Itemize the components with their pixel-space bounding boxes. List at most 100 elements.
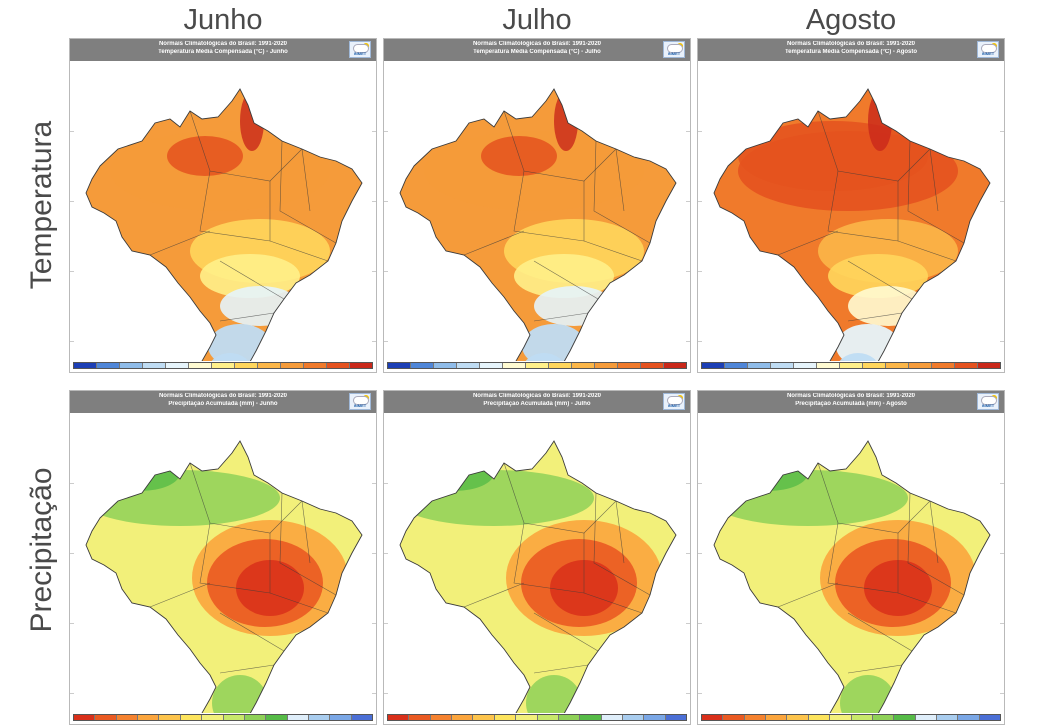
panel-header: Normais Climatológicas do Brasil: 1991-2… xyxy=(384,39,690,61)
colorbar-swatch xyxy=(817,363,840,368)
colorbar-swatch xyxy=(955,363,978,368)
colorbar-swatch xyxy=(388,715,410,720)
colorbar-swatch xyxy=(915,715,937,720)
colorbar-swatch xyxy=(189,363,212,368)
colorbar-swatch xyxy=(894,715,916,720)
colorbar-swatch xyxy=(572,363,595,368)
temperature-map-panel-junho: Normais Climatológicas do Brasil: 1991-2… xyxy=(69,38,377,373)
colorbar-swatch xyxy=(116,715,139,720)
colorbar-swatch xyxy=(235,363,258,368)
country-outline xyxy=(85,88,363,361)
colorbar-swatch xyxy=(537,715,559,720)
panel-subtitle: Precipitação Acumulada (mm) - Julho xyxy=(483,400,591,407)
colorbar-swatch xyxy=(794,363,817,368)
colorbar-swatch xyxy=(202,715,224,720)
column-title-julho: Julho xyxy=(502,4,572,36)
inmet-logo-icon: INMET xyxy=(349,393,371,410)
country-outline xyxy=(399,440,677,713)
colorbar-swatch xyxy=(723,715,745,720)
colorbar-swatch xyxy=(327,363,350,368)
brazil-map xyxy=(384,88,690,361)
colorbar-swatch xyxy=(744,715,767,720)
panel-subtitle: Temperatura Média Compensada (°C) - Junh… xyxy=(158,48,288,55)
colorbar-swatch xyxy=(138,715,160,720)
inmet-logo-icon: INMET xyxy=(663,41,685,58)
inmet-logo-icon: INMET xyxy=(977,41,999,58)
colorbar-swatch xyxy=(702,363,725,368)
colorbar-swatch xyxy=(95,715,117,720)
panel-title: Normais Climatológicas do Brasil: 1991-2… xyxy=(786,41,916,47)
colorbar-swatch xyxy=(664,363,686,368)
row-title-precipitacao: Precipitação xyxy=(25,467,58,633)
colorbar-swatch xyxy=(665,715,687,720)
colorbar-swatch xyxy=(641,363,664,368)
colorbar-swatch xyxy=(97,363,120,368)
colorbar-swatch xyxy=(863,363,886,368)
colorbar-swatch xyxy=(549,363,572,368)
colorbar-swatch xyxy=(526,363,549,368)
colorbar-swatch xyxy=(979,715,1001,720)
colorbar-swatch xyxy=(411,363,434,368)
colorbar-swatch xyxy=(808,715,831,720)
colorbar-swatch xyxy=(601,715,623,720)
temperature-map-panel-agosto: Normais Climatológicas do Brasil: 1991-2… xyxy=(697,38,1005,373)
colorbar-swatch xyxy=(771,363,794,368)
brazil-map xyxy=(70,88,376,361)
panel-header: Normais Climatológicas do Brasil: 1991-2… xyxy=(698,39,1004,61)
temperature-colorbar xyxy=(701,362,1001,369)
logo-text: INMET xyxy=(667,52,681,56)
colorbar-swatch xyxy=(618,363,641,368)
colorbar-swatch xyxy=(851,715,873,720)
logo-text: INMET xyxy=(667,404,681,408)
logo-text: INMET xyxy=(981,52,995,56)
brazil-map xyxy=(698,88,1004,361)
precipitation-map-panel-junho: Normais Climatológicas do Brasil: 1991-2… xyxy=(69,390,377,725)
map-fill xyxy=(714,441,990,713)
panel-subtitle: Temperatura Média Compensada (°C) - Agos… xyxy=(784,48,918,55)
country-outline xyxy=(85,440,363,713)
colorbar-swatch xyxy=(936,715,959,720)
inmet-logo-icon: INMET xyxy=(977,393,999,410)
colorbar-swatch xyxy=(351,715,373,720)
brazil-map xyxy=(384,440,690,713)
panel-subtitle: Temperatura Média Compensada (°C) - Julh… xyxy=(473,48,601,55)
precipitation-colorbar xyxy=(387,714,687,721)
colorbar-swatch xyxy=(244,715,267,720)
colorbar-swatch xyxy=(258,363,281,368)
colorbar-swatch xyxy=(409,715,431,720)
panel-title: Normais Climatológicas do Brasil: 1991-2… xyxy=(158,41,288,47)
colorbar-swatch xyxy=(304,363,327,368)
colorbar-swatch xyxy=(159,715,181,720)
colorbar-swatch xyxy=(74,363,97,368)
map-fill xyxy=(86,441,362,713)
colorbar-swatch xyxy=(330,715,352,720)
panel-header: Normais Climatológicas do Brasil: 1991-2… xyxy=(70,39,376,61)
inmet-logo-icon: INMET xyxy=(349,41,371,58)
colorbar-swatch xyxy=(281,363,304,368)
colorbar-swatch xyxy=(120,363,143,368)
temperature-colorbar xyxy=(73,362,373,369)
column-title-junho: Junho xyxy=(183,4,263,36)
colorbar-swatch xyxy=(886,363,909,368)
panel-header: Normais Climatológicas do Brasil: 1991-2… xyxy=(70,391,376,413)
colorbar-swatch xyxy=(932,363,955,368)
colorbar-swatch xyxy=(787,715,809,720)
panel-header: Normais Climatológicas do Brasil: 1991-2… xyxy=(384,391,690,413)
precipitation-colorbar xyxy=(701,714,1001,721)
colorbar-swatch xyxy=(494,715,517,720)
colorbar-swatch xyxy=(266,715,288,720)
colorbar-swatch xyxy=(830,715,852,720)
panel-title: Normais Climatológicas do Brasil: 1991-2… xyxy=(786,393,916,399)
colorbar-swatch xyxy=(644,715,666,720)
colorbar-swatch xyxy=(457,363,480,368)
colorbar-swatch xyxy=(766,715,788,720)
colorbar-swatch xyxy=(748,363,771,368)
colorbar-swatch xyxy=(473,715,495,720)
colorbar-swatch xyxy=(350,363,372,368)
precipitation-colorbar xyxy=(73,714,373,721)
colorbar-swatch xyxy=(872,715,895,720)
country-outline xyxy=(713,440,991,713)
colorbar-swatch xyxy=(166,363,189,368)
colorbar-swatch xyxy=(434,363,457,368)
brazil-map xyxy=(698,440,1004,713)
